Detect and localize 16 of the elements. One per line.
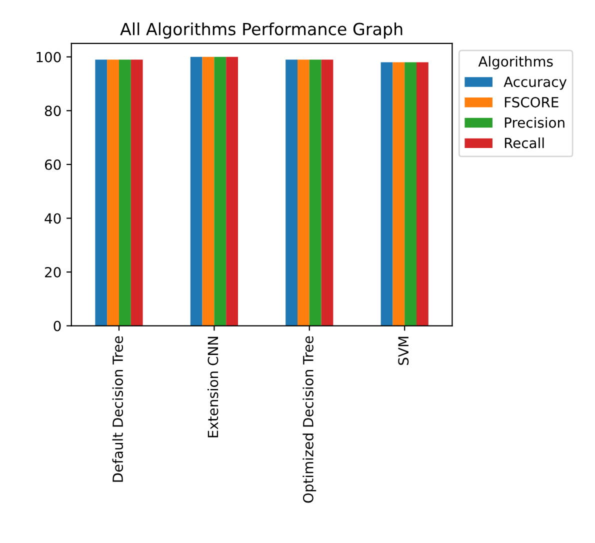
legend-label: Accuracy <box>504 76 567 90</box>
legend-label: Precision <box>504 117 564 128</box>
y-tick-label: 40 <box>44 213 61 224</box>
y-tick-label: 100 <box>36 52 61 62</box>
legend-label: Recall <box>504 137 544 148</box>
legend-label: FSCORE <box>504 96 558 108</box>
y-tick-label: 0 <box>54 320 61 332</box>
y-tick-label: 80 <box>44 106 61 116</box>
x-tick-label: Default Decision Tree <box>112 336 124 482</box>
legend-title: Algorithms <box>478 56 553 70</box>
y-tick-label: 20 <box>45 266 61 278</box>
chart-title: All Algorithms Performance Graph <box>120 22 402 39</box>
x-tick-label: SVM <box>398 336 409 365</box>
y-tick-label: 60 <box>44 159 61 170</box>
x-tick-label: Extension CNN <box>207 336 218 438</box>
x-tick-label: Optimized Decision Tree <box>302 336 316 503</box>
